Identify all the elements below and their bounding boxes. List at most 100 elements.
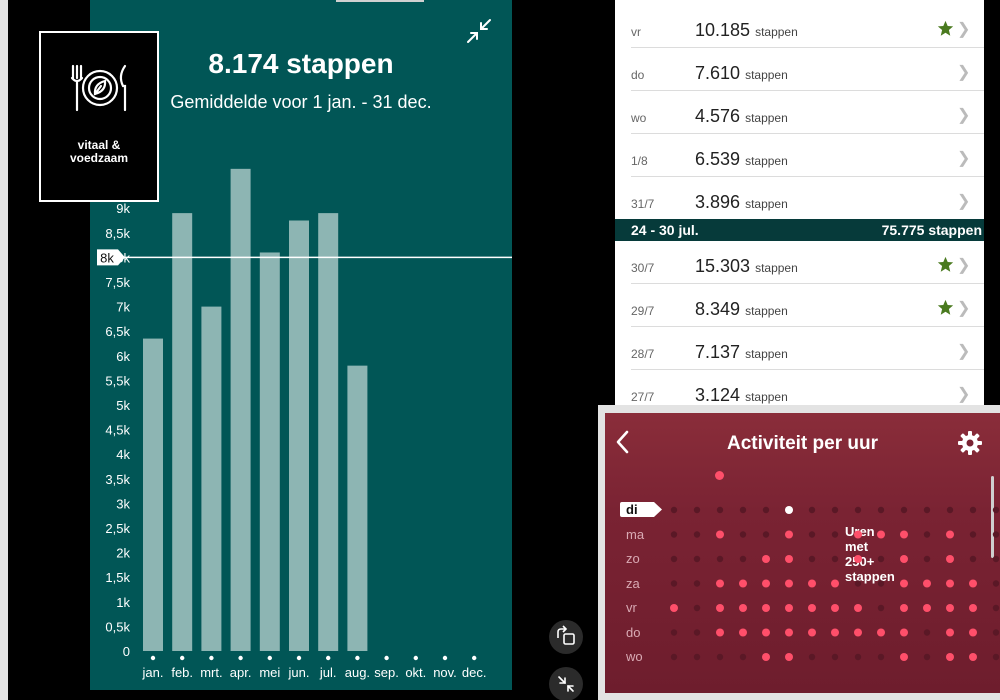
list-item[interactable]: 28/7 7.137 stappen ❯: [615, 327, 984, 370]
hour-dot[interactable]: [716, 530, 724, 539]
hour-dot[interactable]: [923, 653, 931, 661]
hour-dot[interactable]: [992, 629, 1000, 636]
list-item[interactable]: 29/7 8.349 stappen ❯: [615, 284, 984, 327]
bar-jan.[interactable]: [143, 338, 163, 651]
hour-dot[interactable]: [923, 579, 931, 588]
hour-dot[interactable]: [670, 604, 678, 612]
hour-dot[interactable]: [716, 628, 724, 637]
hour-dot[interactable]: [739, 653, 747, 661]
hour-dot[interactable]: [739, 555, 747, 563]
hour-dot[interactable]: [877, 628, 885, 637]
list-item[interactable]: 1/8 6.539 stappen ❯: [615, 134, 984, 177]
hour-dot[interactable]: [808, 604, 816, 612]
hour-dot[interactable]: [992, 653, 1000, 661]
hour-dot[interactable]: [693, 555, 701, 563]
hour-dot[interactable]: [969, 579, 977, 588]
bar-mei[interactable]: [259, 252, 280, 652]
hour-dot[interactable]: [877, 555, 885, 563]
hour-dot[interactable]: [854, 530, 862, 539]
scrollbar[interactable]: [991, 476, 994, 558]
hour-dot[interactable]: [900, 653, 908, 661]
hour-dot[interactable]: [716, 653, 724, 661]
hour-dot[interactable]: [785, 530, 793, 539]
bar-jun.[interactable]: [289, 220, 309, 652]
hour-dot[interactable]: [808, 579, 816, 588]
hour-dot[interactable]: [877, 604, 885, 612]
hour-dot[interactable]: [923, 604, 931, 612]
hour-dot[interactable]: [739, 531, 747, 538]
hour-dot[interactable]: [785, 579, 793, 588]
hour-dot[interactable]: [693, 653, 701, 661]
bar-feb.[interactable]: [172, 213, 193, 651]
hour-dot[interactable]: [900, 530, 908, 539]
list-item[interactable]: 30/7 15.303 stappen ❯: [615, 241, 984, 284]
hour-dot[interactable]: [739, 579, 747, 588]
hour-dot[interactable]: [831, 555, 839, 563]
hour-dot[interactable]: [923, 506, 931, 514]
hour-dot[interactable]: [785, 653, 793, 661]
hour-dot[interactable]: [670, 653, 678, 661]
hour-dot[interactable]: [693, 629, 701, 636]
hour-dot[interactable]: [923, 531, 931, 538]
hour-dot[interactable]: [785, 628, 793, 637]
hour-dot[interactable]: [716, 579, 724, 588]
hour-dot[interactable]: [877, 530, 885, 539]
hour-dot[interactable]: [992, 531, 1000, 538]
hour-dot[interactable]: [693, 604, 701, 612]
hour-dot[interactable]: [831, 653, 839, 661]
gear-icon[interactable]: [957, 430, 983, 456]
hour-dot[interactable]: [716, 555, 724, 563]
hour-dot[interactable]: [739, 506, 747, 514]
hour-dot[interactable]: [670, 580, 678, 587]
hour-dot[interactable]: [969, 531, 977, 538]
hour-dot[interactable]: [969, 628, 977, 637]
hour-dot[interactable]: [900, 604, 908, 612]
hour-dot[interactable]: [670, 531, 678, 538]
hour-dot[interactable]: [969, 604, 977, 612]
hour-dot[interactable]: [992, 506, 1000, 514]
hour-dot[interactable]: [831, 628, 839, 637]
hour-dot[interactable]: [900, 628, 908, 637]
hour-dot[interactable]: [785, 506, 793, 514]
hour-dot[interactable]: [969, 653, 977, 661]
hour-dot[interactable]: [693, 531, 701, 538]
hour-dot[interactable]: [877, 580, 885, 587]
hour-dot[interactable]: [969, 555, 977, 563]
hour-dot[interactable]: [670, 506, 678, 514]
bar-jul.[interactable]: [318, 213, 339, 651]
hour-dot[interactable]: [946, 506, 954, 514]
bar-mrt.[interactable]: [201, 306, 222, 651]
hour-dot[interactable]: [739, 628, 747, 637]
hour-dot[interactable]: [670, 629, 678, 636]
hour-dot[interactable]: [762, 604, 770, 612]
hour-dot[interactable]: [946, 604, 954, 612]
hour-dot[interactable]: [877, 653, 885, 661]
hour-dot[interactable]: [762, 555, 770, 563]
hour-dot[interactable]: [808, 555, 816, 563]
hour-dot[interactable]: [762, 579, 770, 588]
hour-dot[interactable]: [762, 531, 770, 538]
hour-dot[interactable]: [923, 555, 931, 563]
hour-dot[interactable]: [946, 653, 954, 661]
back-chevron-icon[interactable]: [613, 429, 633, 455]
hour-dot[interactable]: [854, 653, 862, 661]
hour-dot[interactable]: [831, 531, 839, 538]
bar-aug.[interactable]: [347, 365, 368, 651]
hour-dot[interactable]: [762, 653, 770, 661]
hour-dot[interactable]: [900, 506, 908, 514]
expand-button[interactable]: [549, 667, 583, 700]
hour-dot[interactable]: [739, 604, 747, 612]
hour-dot[interactable]: [808, 531, 816, 538]
list-item[interactable]: 31/7 3.896 stappen ❯: [615, 177, 984, 220]
list-item[interactable]: wo 4.576 stappen ❯: [615, 91, 984, 134]
hour-dot[interactable]: [992, 580, 1000, 587]
hour-dot[interactable]: [854, 580, 862, 587]
bar-apr.[interactable]: [230, 168, 251, 651]
list-item[interactable]: do 7.610 stappen ❯: [615, 48, 984, 91]
hour-dot[interactable]: [900, 579, 908, 588]
list-item[interactable]: vr 10.185 stappen ❯: [615, 5, 984, 48]
hour-dot[interactable]: [900, 555, 908, 563]
hour-dot[interactable]: [946, 628, 954, 637]
hour-dot[interactable]: [946, 579, 954, 588]
hour-dot[interactable]: [854, 506, 862, 514]
